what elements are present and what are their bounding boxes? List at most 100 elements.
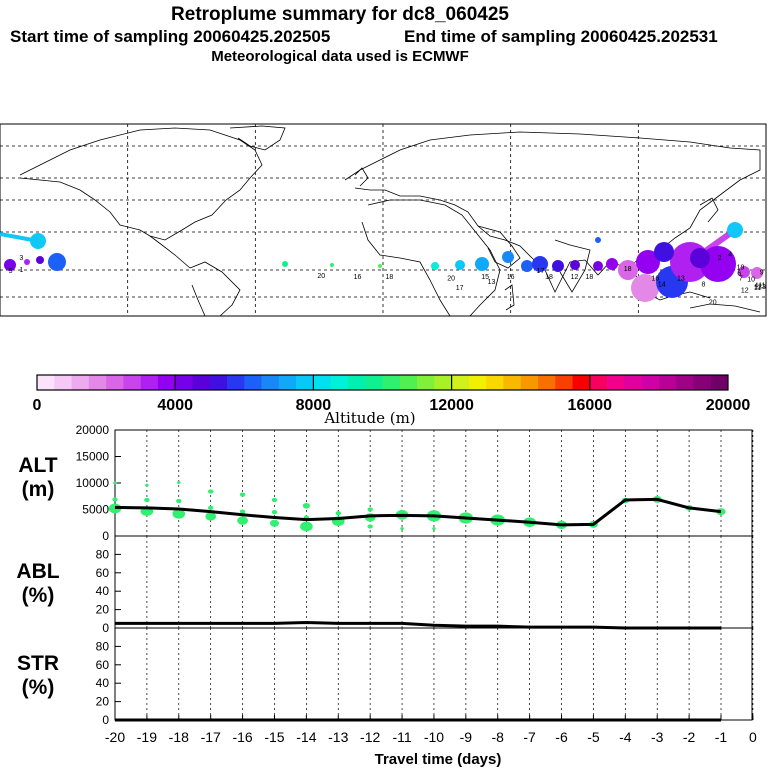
map-day-label: 13 (677, 275, 685, 282)
map-day-label: 11 (754, 285, 761, 292)
scatter-point (237, 516, 248, 525)
map-day-label: 16 (354, 274, 362, 281)
map-day-label: 9 (760, 269, 764, 276)
y-tick-label: 20 (96, 603, 110, 617)
colorbar-swatch (658, 375, 677, 390)
colorbar-swatch (434, 375, 452, 390)
y-tick-label: 60 (96, 658, 110, 672)
scatter-point (271, 497, 278, 503)
map-day-label: 18 (545, 274, 553, 281)
scatter-point (300, 521, 313, 532)
scatter-point (176, 481, 181, 484)
y-tick-label: 5000 (82, 503, 109, 517)
x-tick-label: -10 (424, 729, 444, 745)
colorbar-swatch (313, 375, 331, 390)
y-tick-label: 15000 (76, 450, 110, 464)
colorbar-swatch (572, 375, 591, 390)
plume-marker (595, 237, 601, 243)
figure-title: Retroplume summary for dc8_060425 (171, 4, 509, 25)
map-day-label: 17 (456, 285, 464, 292)
coastline (354, 167, 369, 187)
x-tick-label: -13 (328, 729, 348, 745)
colorbar-tick-label: 0 (33, 397, 42, 414)
x-tick-label: -14 (296, 729, 316, 745)
scatter-point (335, 511, 341, 516)
coastline (149, 235, 191, 269)
coastline (189, 261, 241, 317)
map-day-label: 12 (741, 287, 749, 294)
scatter-point (112, 497, 118, 502)
plume-marker (552, 260, 564, 272)
x-tick-label: -4 (619, 729, 632, 745)
colorbar-swatch (503, 375, 521, 390)
panel-abl: 0 20 40 60 80 ABL(%) (16, 535, 754, 635)
colorbar-swatch (244, 375, 262, 390)
plume-marker (4, 259, 16, 271)
colorbar-tick-label: 12000 (429, 397, 474, 414)
x-tick-label: -19 (137, 729, 157, 745)
colorbar-swatch (676, 375, 694, 390)
colorbar-tick-label: 4000 (157, 397, 193, 414)
plume-marker (751, 267, 763, 279)
map-day-label: 10 (747, 277, 755, 284)
colorbar-swatch (330, 375, 349, 390)
map-day-label: 16 (651, 275, 659, 282)
map-day-label: 1 (19, 267, 23, 274)
colorbar-swatch (71, 375, 90, 390)
colorbar-swatch (209, 375, 228, 390)
colorbar-swatch (88, 375, 107, 390)
colorbar-swatch (520, 375, 539, 390)
y-tick-label: 20 (96, 695, 110, 709)
end-time-label: End time of sampling 20060425.202531 (404, 27, 718, 46)
y-tick-label: 0 (102, 621, 109, 635)
x-tick-label: -6 (555, 729, 568, 745)
colorbar-swatch (157, 375, 176, 390)
plume-marker (378, 264, 382, 268)
scatter-point (367, 507, 373, 512)
colorbar-swatch (693, 375, 712, 390)
plume-marker (475, 257, 489, 271)
colorbar-swatch (382, 375, 401, 390)
plume-marker (738, 266, 750, 278)
y-tick-label: 10000 (76, 476, 110, 490)
plume-marker (690, 248, 710, 268)
scatter-point (145, 483, 149, 487)
coastline (689, 303, 761, 313)
colorbar-swatch (468, 375, 487, 390)
colorbar-swatch (589, 375, 608, 390)
scatter-point (271, 510, 278, 515)
coastline (229, 125, 286, 151)
colorbar-swatch (417, 375, 435, 390)
map-day-label: 411 (754, 283, 765, 290)
map-coastlines (19, 125, 761, 317)
scatter-point (302, 502, 310, 509)
map-day-label: 19 (737, 265, 745, 272)
map-day-label: 14 (658, 281, 666, 288)
colorbar-swatch (710, 375, 729, 390)
map-day-label: 2 (718, 255, 722, 262)
scatter-point (239, 509, 246, 514)
plume-marker (570, 260, 580, 270)
colorbar-swatch (347, 375, 366, 390)
colorbar-swatch (451, 375, 470, 390)
map-day-label: 17 (537, 268, 545, 275)
map-day-label: 20 (447, 275, 455, 282)
plume-marker (282, 261, 288, 267)
colorbar-swatch (624, 375, 642, 390)
plume-marker (48, 253, 66, 271)
map-day-label: 18 (385, 274, 393, 281)
x-tick-label: -17 (201, 729, 221, 745)
y-tick-label: 80 (96, 639, 110, 653)
scatter-point (176, 498, 182, 504)
map-day-label: 123 (754, 284, 766, 291)
time-series-panels: 05000100001500020000ALT(m)020406080ABL(%… (16, 423, 757, 745)
colorbar-tick-label: 8000 (296, 397, 332, 414)
plume-marker (36, 256, 44, 264)
map-day-label: 13 (488, 279, 496, 286)
y-tick-label: 0 (102, 529, 109, 543)
panel-label: STR (17, 652, 59, 675)
plume-marker (636, 250, 660, 274)
colorbar-swatch (365, 375, 383, 390)
colorbar-tick-label: 20000 (706, 397, 751, 414)
